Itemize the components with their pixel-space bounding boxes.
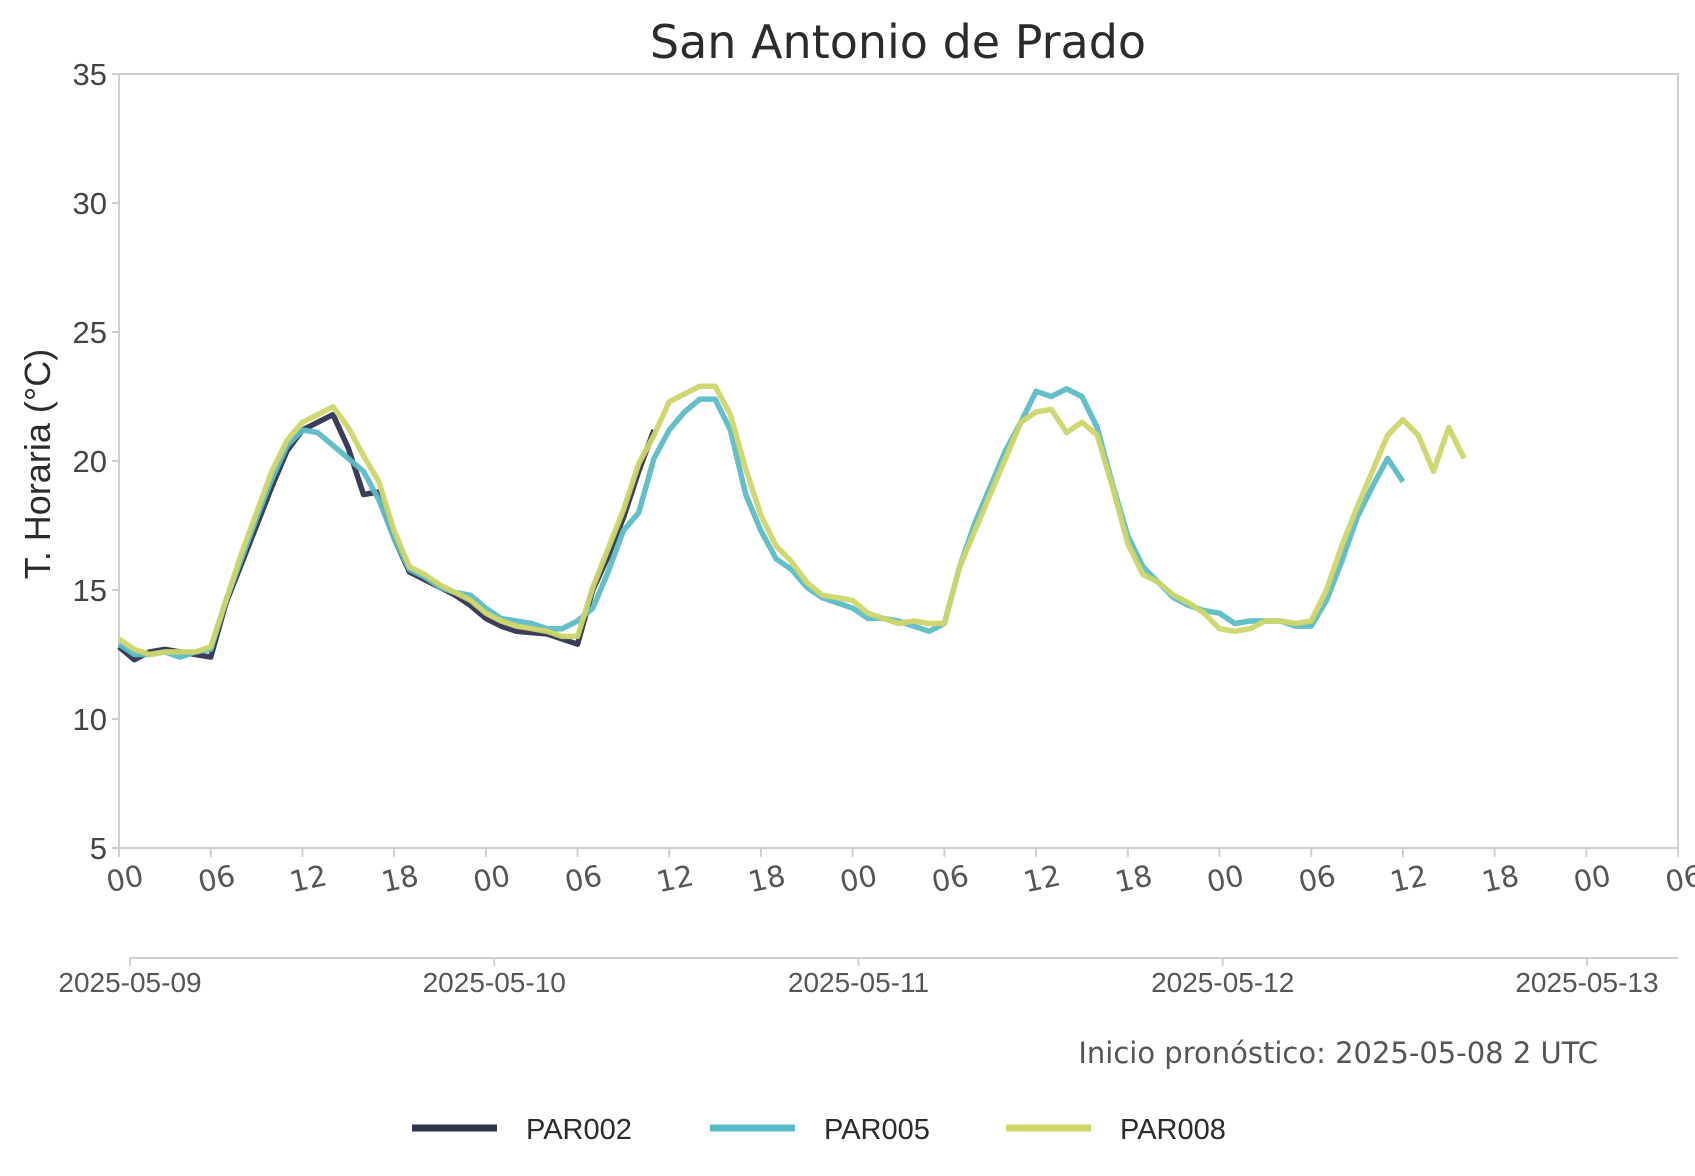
x-tick-label: 00 (1571, 858, 1614, 899)
y-tick-label: 5 (90, 831, 107, 866)
x-tick-label: 18 (745, 858, 788, 899)
x-tick-label: 12 (1387, 858, 1430, 899)
x-tick-label: 06 (1662, 858, 1695, 899)
date-tick-label: 2025-05-11 (788, 967, 929, 998)
date-tick-label: 2025-05-13 (1515, 967, 1658, 998)
x-tick-label: 06 (1295, 858, 1338, 899)
x-tick-label: 00 (837, 858, 880, 899)
x-tick-label: 00 (103, 858, 146, 899)
y-tick-label: 30 (73, 186, 107, 221)
x-tick-label: 06 (562, 858, 605, 899)
x-tick-label: 00 (470, 858, 513, 899)
hour-axis-ticks: 00 06 12 18 00 06 12 18 00 06 12 18 00 06 12 18 00 06 (103, 848, 1695, 899)
y-axis-label: T. Horaria (°C) (17, 349, 58, 579)
x-tick-label: 18 (1112, 858, 1155, 899)
series-layer (117, 383, 1467, 663)
date-tick-label: 2025-05-12 (1151, 967, 1294, 998)
x-tick-label: 18 (378, 858, 421, 899)
series-line-par008 (117, 383, 1467, 658)
y-tick-label: 25 (73, 315, 107, 350)
y-tick-label: 10 (73, 702, 107, 737)
x-tick-label: 12 (287, 858, 330, 899)
legend-label-par002: PAR002 (526, 1114, 632, 1146)
date-tick-label: 2025-05-09 (58, 967, 201, 998)
x-tick-label: 12 (1020, 858, 1063, 899)
x-tick-label: 00 (1204, 858, 1247, 899)
x-tick-label: 06 (195, 858, 238, 899)
legend-label-par005: PAR005 (824, 1114, 930, 1146)
legend-label-par008: PAR008 (1120, 1114, 1226, 1146)
y-tick-label: 20 (73, 444, 107, 479)
x-tick-label: 06 (929, 858, 972, 899)
date-tick-label: 2025-05-10 (423, 967, 566, 998)
y-tick-label: 35 (73, 57, 107, 92)
y-axis-ticks: 5 10 15 20 25 30 35 (73, 57, 119, 866)
y-tick-label: 15 (73, 573, 107, 608)
date-axis: 2025-05-09 2025-05-10 2025-05-11 2025-05-12… (58, 957, 1678, 998)
x-tick-label: 18 (1479, 858, 1522, 899)
x-tick-label: 12 (654, 858, 697, 899)
chart-title: San Antonio de Prado (650, 15, 1146, 69)
forecast-start-note: Inicio pronóstico: 2025-05-08 2 UTC (1078, 1036, 1598, 1070)
legend: PAR002 PAR005 PAR008 (412, 1114, 1226, 1146)
